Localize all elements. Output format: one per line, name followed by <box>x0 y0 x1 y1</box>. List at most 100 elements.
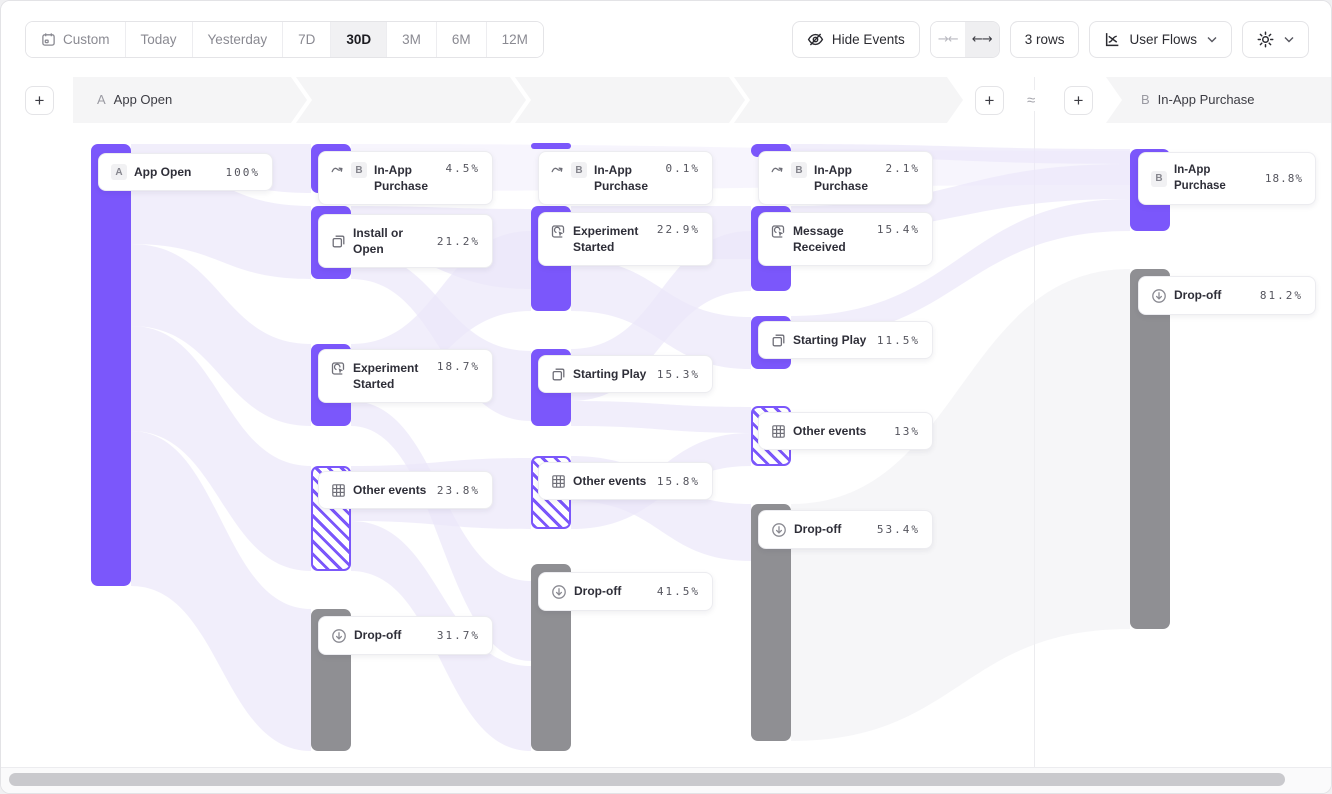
step-letter-a: A <box>97 92 106 107</box>
flow-card-value: 4.5% <box>445 162 480 175</box>
flow-card-value: 21.2% <box>436 234 480 248</box>
hide-events-label: Hide Events <box>831 32 905 47</box>
date-range-3m[interactable]: 3M <box>386 22 436 57</box>
add-step-end-button[interactable]: + <box>1064 86 1093 115</box>
start-event-header: A App Open <box>97 77 172 123</box>
date-range-yesterday[interactable]: Yesterday <box>191 22 283 57</box>
flow-card-label: Other events <box>573 474 647 488</box>
flow-card-other-events[interactable]: Other events 23.8% <box>318 471 493 510</box>
node-bar-end-drop-off[interactable] <box>1130 269 1170 629</box>
date-range-7d[interactable]: 7D <box>282 22 331 57</box>
add-step-middle-button[interactable]: + <box>975 86 1004 115</box>
flow-card-label: Drop-off <box>354 628 402 643</box>
flow-card-value: 81.2% <box>1259 289 1303 302</box>
flow-card-value: 11.5% <box>876 333 920 347</box>
event-icon <box>772 334 785 347</box>
flow-card-starting-play[interactable]: Starting Play 11.5% <box>758 321 933 360</box>
grid-icon <box>332 484 345 497</box>
flow-card-app-open[interactable]: A App Open 100% <box>98 153 273 192</box>
flow-card-value: 2.1% <box>885 162 920 175</box>
flow-card-end-in-app-purchase[interactable]: B In-App Purchase 18.8% <box>1138 152 1316 206</box>
node-bar-in-app-purchase[interactable] <box>531 143 571 149</box>
flow-card-label: Drop-off <box>574 584 622 599</box>
flow-card-value: 53.4% <box>876 523 920 536</box>
flow-card-in-app-purchase[interactable]: B In-App Purchase 4.5% <box>318 151 493 206</box>
user-flows-chart-icon <box>1106 33 1119 47</box>
settings-dropdown[interactable] <box>1242 21 1309 58</box>
chart-type-label: User Flows <box>1129 32 1197 47</box>
event-icon <box>552 368 565 381</box>
flow-card-experiment-started[interactable]: Experiment Started 22.9% <box>538 212 713 267</box>
flow-card-value: 100% <box>225 165 260 179</box>
grid-icon <box>772 425 785 438</box>
flow-card-end-drop-off[interactable]: Drop-off 81.2% <box>1138 276 1316 315</box>
event-icon <box>332 235 345 248</box>
date-range-30d[interactable]: 30D <box>330 22 387 57</box>
start-event-name: App Open <box>113 92 173 107</box>
flow-card-value: 41.5% <box>656 585 700 598</box>
flow-card-label: Starting Play <box>793 333 867 347</box>
expand-columns-button[interactable]: ←→ <box>964 22 999 57</box>
event-badge-b: B <box>571 162 587 178</box>
flow-card-value: 13% <box>894 424 920 438</box>
horizontal-scrollbar-thumb[interactable] <box>9 773 1285 786</box>
flow-card-drop-off[interactable]: Drop-off 31.7% <box>318 616 493 655</box>
section-divider <box>1034 77 1035 769</box>
flow-card-value: 31.7% <box>436 629 480 642</box>
chevron-down-icon <box>1284 37 1294 43</box>
date-range-custom[interactable]: Custom <box>26 22 125 57</box>
flow-card-label: Other events <box>353 483 427 497</box>
flow-card-value: 18.7% <box>436 360 480 373</box>
drop-off-icon <box>332 629 346 643</box>
flow-card-value: 15.8% <box>656 474 700 488</box>
flow-card-other-events[interactable]: Other events 15.8% <box>538 462 713 501</box>
date-range-today[interactable]: Today <box>124 22 192 57</box>
step-banner-1[interactable] <box>73 77 307 123</box>
step-letter-b: B <box>1141 92 1150 107</box>
date-range-12m[interactable]: 12M <box>485 22 543 57</box>
horizontal-scrollbar[interactable] <box>1 767 1331 793</box>
flow-card-other-events[interactable]: Other events 13% <box>758 412 933 451</box>
date-range-group: Custom Today Yesterday 7D 30D 3M 6M 12M <box>25 21 544 58</box>
hide-events-button[interactable]: Hide Events <box>791 21 920 58</box>
chart-type-dropdown[interactable]: User Flows <box>1089 21 1232 58</box>
flow-card-in-app-purchase[interactable]: B In-App Purchase 2.1% <box>758 151 933 206</box>
rows-button[interactable]: 3 rows <box>1009 21 1080 58</box>
toolbar-right-cluster: Hide Events →← ←→ 3 rows User Flows <box>791 21 1309 58</box>
expand-collapse-toggle: →← ←→ <box>929 21 1000 58</box>
flow-card-drop-off[interactable]: Drop-off 53.4% <box>758 510 933 549</box>
flow-card-label: Other events <box>793 424 867 438</box>
flow-card-install-or-open[interactable]: Install or Open 21.2% <box>318 214 493 269</box>
end-event-header: B In-App Purchase <box>1141 77 1255 123</box>
flow-card-label: Message Received <box>793 224 846 255</box>
flow-card-label: Experiment Started <box>573 224 639 255</box>
flow-card-label: In-App Purchase <box>594 163 649 194</box>
arrows-outward-icon: ←→ <box>971 32 993 47</box>
flow-arrow-icon <box>551 167 563 173</box>
node-bar-app-open[interactable] <box>91 144 131 586</box>
event-badge-b: B <box>1151 170 1167 187</box>
step-banner-2[interactable] <box>296 77 526 123</box>
flow-card-experiment-started[interactable]: Experiment Started 18.7% <box>318 349 493 404</box>
event-badge-b: B <box>791 162 807 178</box>
step-banner-3[interactable] <box>515 77 745 123</box>
date-range-label: Custom <box>63 32 110 47</box>
action-icon <box>551 225 565 238</box>
flow-card-value: 15.4% <box>876 223 920 236</box>
step-banner-4[interactable] <box>734 77 963 123</box>
end-step-banner[interactable] <box>1106 77 1331 123</box>
flow-card-label: App Open <box>134 165 192 179</box>
date-range-6m[interactable]: 6M <box>435 22 486 57</box>
flow-card-message-received[interactable]: Message Received 15.4% <box>758 212 933 267</box>
flow-card-label: Experiment Started <box>353 361 419 392</box>
flow-card-drop-off[interactable]: Drop-off 41.5% <box>538 572 713 611</box>
flow-arrow-icon <box>331 167 343 173</box>
flow-card-in-app-purchase[interactable]: B In-App Purchase 0.1% <box>538 151 713 206</box>
flow-card-label: In-App Purchase <box>374 163 429 194</box>
toolbar: Custom Today Yesterday 7D 30D 3M 6M 12M … <box>1 1 1331 73</box>
collapse-columns-button[interactable]: →← <box>930 22 965 57</box>
add-step-before-button[interactable]: + <box>25 86 54 115</box>
event-badge-b: B <box>351 162 367 178</box>
flow-card-starting-play[interactable]: Starting Play 15.3% <box>538 355 713 394</box>
